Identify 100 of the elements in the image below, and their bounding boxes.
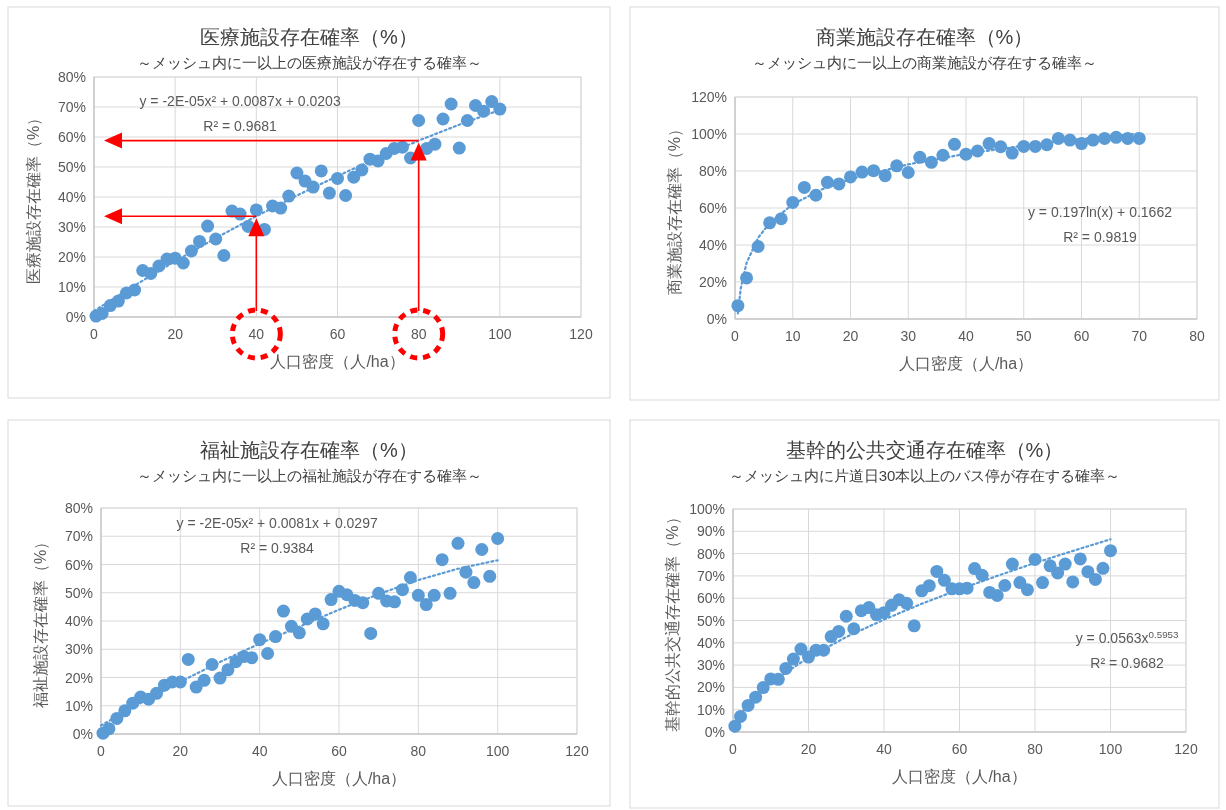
y-tick-label: 50% — [64, 584, 93, 601]
x-tick-label: 80 — [410, 743, 427, 759]
point — [907, 619, 921, 633]
y-tick-label: 40% — [57, 189, 86, 205]
y-tick-label: 60% — [696, 590, 725, 607]
y-axis-title: 福祉施設存在確率（%） — [32, 533, 49, 709]
point — [832, 624, 846, 638]
annotation: y = 0.0563x$^{0.5953}$ — [1075, 628, 1180, 646]
point — [452, 141, 466, 155]
annotation: R² = 0.9682 — [1090, 654, 1165, 671]
y-tick-label: 80% — [57, 69, 86, 85]
y-tick-label: 100% — [689, 501, 725, 517]
point — [435, 553, 449, 567]
point — [930, 564, 944, 578]
x-tick-label: 40 — [248, 326, 265, 342]
x-tick-label: 60 — [331, 743, 347, 759]
x-tick-label: 80 — [1027, 741, 1043, 757]
point — [324, 593, 338, 607]
annotation: R² = 0.9681 — [203, 117, 278, 134]
x-tick-label: 40 — [958, 328, 974, 344]
x-tick-label: 0 — [729, 741, 738, 757]
point — [290, 166, 304, 180]
x-tick-label: 80 — [410, 326, 427, 342]
y-tick-label: 80% — [64, 500, 93, 516]
y-tick-label: 80% — [696, 545, 725, 562]
point — [990, 589, 1004, 603]
point — [308, 607, 322, 621]
point — [217, 249, 231, 262]
point — [1036, 576, 1050, 590]
point — [839, 609, 853, 623]
x-tick-label: 120 — [569, 326, 593, 342]
point — [339, 189, 353, 202]
y-tick-label: 30% — [696, 657, 725, 674]
y-tick-label: 70% — [696, 567, 725, 584]
point — [444, 97, 458, 111]
point — [491, 532, 505, 546]
point — [493, 102, 507, 116]
point — [276, 604, 290, 618]
x-tick-label: 0 — [97, 743, 106, 759]
point — [1081, 565, 1095, 579]
x-axis-title: 人口密度（人/ha） — [270, 353, 405, 370]
x-tick-label: 100 — [1098, 741, 1123, 757]
y-tick-label: 20% — [57, 249, 86, 265]
point — [245, 651, 259, 665]
x-axis-title: 人口密度（人/ha） — [271, 770, 407, 787]
point — [443, 586, 457, 600]
y-tick-label: 0% — [65, 309, 86, 325]
point — [316, 617, 330, 631]
y-tick-label: 0% — [704, 724, 725, 740]
x-tick-label: 40 — [251, 743, 268, 759]
point — [292, 626, 306, 640]
point — [181, 652, 195, 666]
y-tick-label: 0% — [706, 311, 727, 327]
point — [998, 578, 1012, 592]
point — [322, 186, 336, 200]
y-tick-label: 120% — [691, 89, 727, 105]
y-axis-title: 商業施設存在確率（%） — [666, 120, 683, 296]
y-tick-label: 100% — [691, 126, 727, 142]
y-tick-label: 40% — [696, 634, 725, 651]
point — [428, 137, 442, 151]
point — [102, 722, 116, 736]
x-tick-label: 120 — [1174, 741, 1198, 757]
x-tick-label: 100 — [488, 326, 512, 342]
chart-title: 基幹的公共交通存在確率（%） — [785, 439, 1064, 461]
point — [982, 137, 996, 151]
y-tick-label: 50% — [696, 612, 725, 629]
x-tick-label: 60 — [951, 741, 968, 757]
point — [1005, 146, 1019, 160]
y-tick-label: 40% — [64, 613, 93, 629]
annotation: R² = 0.9384 — [240, 540, 315, 557]
chart-title: 福祉施設存在確率（%） — [200, 439, 418, 461]
y-tick-label: 20% — [696, 679, 725, 696]
point — [388, 595, 402, 609]
point — [900, 596, 914, 610]
point — [411, 588, 425, 602]
x-tick-label: 50 — [1015, 328, 1032, 344]
point — [475, 543, 489, 557]
x-axis-title: 人口密度（人/ha） — [892, 768, 1027, 785]
point — [347, 170, 361, 184]
y-tick-label: 80% — [698, 163, 727, 179]
point — [1073, 552, 1087, 566]
point — [947, 137, 961, 151]
y-tick-label: 10% — [696, 701, 725, 718]
x-tick-label: 30 — [900, 328, 917, 344]
y-tick-label: 30% — [64, 641, 93, 658]
point — [1005, 557, 1019, 571]
point — [176, 256, 190, 270]
point — [1051, 566, 1065, 580]
x-tick-label: 40 — [876, 741, 892, 757]
point — [412, 114, 426, 127]
annotation: y = 0.197ln(x) + 0.1662 — [1027, 203, 1173, 220]
point — [797, 180, 811, 194]
x-tick-label: 60 — [329, 326, 346, 342]
y-tick-label: 10% — [57, 279, 86, 295]
point — [1066, 575, 1080, 589]
point — [201, 219, 215, 233]
chart-title: 商業施設存在確率（%） — [815, 26, 1034, 48]
chart-subtitle: ～メッシュ内に一以上の医療施設が存在する確率～ — [136, 54, 482, 71]
x-tick-label: 100 — [485, 743, 510, 759]
y-tick-label: 60% — [64, 556, 93, 573]
